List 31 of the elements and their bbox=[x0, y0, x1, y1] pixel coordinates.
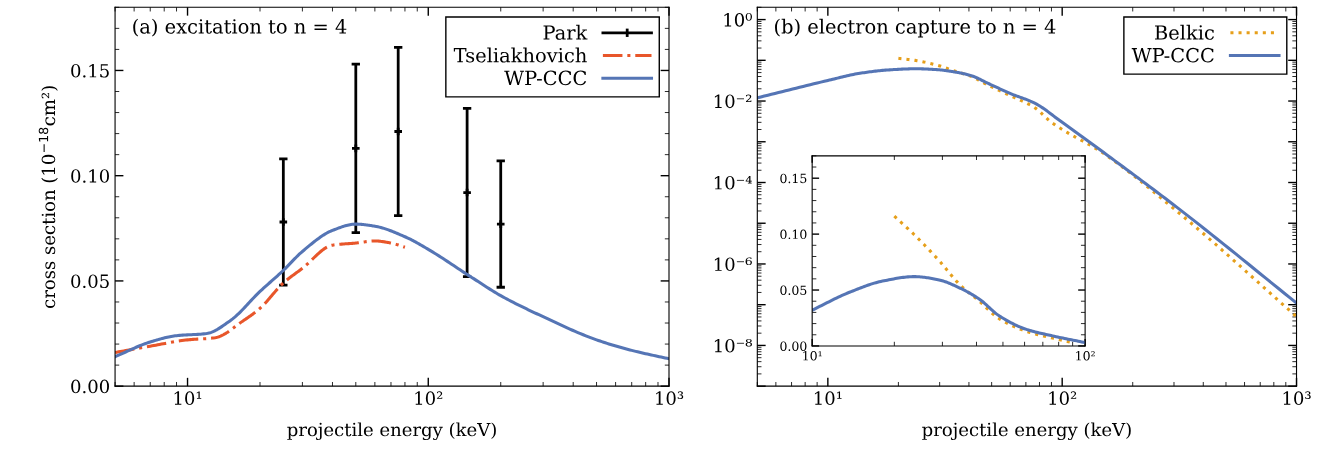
legend-label: Belkic bbox=[1155, 24, 1214, 40]
annotation: (b) electron capture to n = 4 bbox=[775, 18, 1056, 38]
y-tick-label: 10⁻⁶ bbox=[714, 257, 752, 272]
y-tick-label: 10⁻⁴ bbox=[714, 175, 752, 190]
x-axis-title: projectile energy (keV) bbox=[287, 422, 496, 441]
legend-label: WP-CCC bbox=[1131, 47, 1214, 63]
x-tick-label: 10³ bbox=[1283, 391, 1311, 405]
y-tick-label: 10⁻² bbox=[714, 94, 752, 109]
x-axis-title: projectile energy (keV) bbox=[922, 422, 1131, 441]
y-tick-label: 0.10 bbox=[780, 229, 807, 240]
legend-label: Park bbox=[543, 24, 588, 40]
y-tick-label: 0.00 bbox=[780, 341, 807, 351]
y-tick-label: 0.00 bbox=[71, 379, 110, 394]
x-tick-label: 10¹ bbox=[174, 391, 202, 405]
legend-label: Tseliakhovich bbox=[453, 47, 587, 63]
y-axis-title: cross section (10$^{−18}$cm²) bbox=[38, 86, 58, 308]
y-tick-label: 10⁻⁸ bbox=[714, 338, 752, 353]
x-tick-label: 10¹ bbox=[803, 351, 822, 361]
y-tick-label: 0.10 bbox=[71, 169, 110, 183]
x-tick-label: 10³ bbox=[656, 391, 684, 405]
x-tick-label: 10² bbox=[415, 391, 443, 405]
x-tick-label: 10² bbox=[1076, 351, 1095, 361]
y-tick-label: 0.15 bbox=[71, 63, 109, 78]
x-tick-label: 10² bbox=[1049, 391, 1077, 405]
y-tick-label: 10⁰ bbox=[724, 13, 752, 27]
y-tick-label: 0.15 bbox=[780, 173, 807, 184]
y-tick-label: 0.05 bbox=[71, 274, 109, 289]
legend-label: WP-CCC bbox=[504, 70, 587, 86]
x-tick-label: 10¹ bbox=[814, 391, 842, 405]
y-tick-label: 0.05 bbox=[780, 285, 807, 295]
annotation: (a) excitation to n = 4 bbox=[133, 18, 347, 37]
